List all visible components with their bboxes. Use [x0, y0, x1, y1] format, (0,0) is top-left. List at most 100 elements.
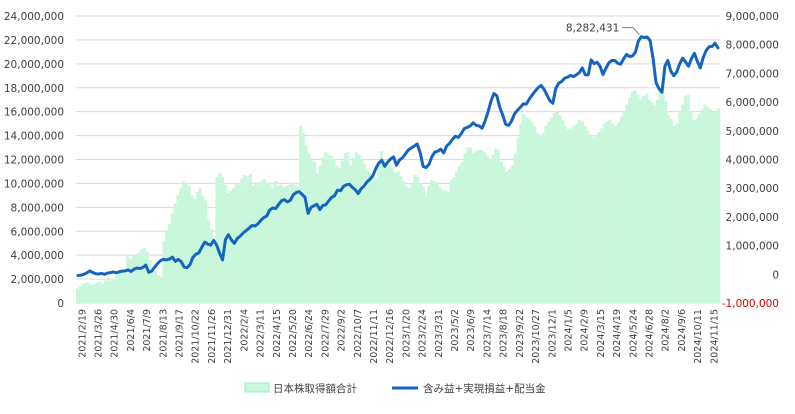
x-tick-label: 2024/5/24 [628, 309, 639, 358]
bar [505, 171, 509, 303]
x-tick-label: 2022/7/29 [320, 309, 331, 358]
bar [243, 175, 247, 303]
bar [220, 177, 225, 303]
left-tick-label: 20,000,000 [4, 59, 64, 71]
bar [134, 255, 138, 303]
bar [558, 115, 562, 303]
bar [257, 184, 261, 303]
bar [154, 270, 158, 303]
bar [209, 228, 213, 303]
bar [678, 112, 682, 303]
bar [480, 149, 484, 303]
bar [455, 171, 459, 303]
bar [630, 91, 634, 304]
bar [664, 100, 668, 303]
bar [137, 252, 141, 303]
x-tick-label: 2021/3/26 [94, 309, 105, 358]
left-tick-label: 2,000,000 [11, 274, 64, 286]
bar [176, 195, 180, 303]
bar [510, 165, 515, 303]
right-tick-label: 9,000,000 [726, 11, 779, 23]
bar [527, 118, 531, 303]
bar [187, 185, 191, 303]
left-tick-label: 22,000,000 [4, 35, 64, 47]
x-tick-label: 2023/8/18 [499, 309, 510, 358]
bar [382, 159, 386, 303]
bar [326, 154, 331, 303]
x-tick-label: 2024/3/15 [596, 309, 607, 358]
x-tick-label: 2023/6/9 [466, 309, 477, 352]
bar [190, 195, 194, 303]
bar [605, 121, 609, 303]
left-tick-label: 10,000,000 [4, 178, 64, 190]
left-tick-label: 12,000,000 [4, 155, 64, 167]
series-line [76, 35, 720, 277]
bar [502, 166, 506, 303]
bar [686, 94, 690, 303]
bar [622, 111, 626, 304]
bar [628, 97, 632, 303]
bar [184, 183, 188, 303]
bar [201, 195, 205, 303]
bar [128, 258, 133, 303]
x-tick-label: 2022/11/11 [369, 309, 380, 364]
right-tick-label: 3,000,000 [726, 183, 779, 195]
bar [658, 90, 662, 304]
bar [499, 161, 503, 303]
bar [586, 130, 590, 303]
bar [438, 187, 442, 303]
bar [683, 96, 687, 303]
bar [661, 92, 665, 304]
bar [471, 153, 476, 303]
bar [81, 283, 85, 303]
bar [488, 159, 492, 303]
bar [616, 122, 620, 303]
x-tick-label: 2023/12/1 [547, 309, 558, 358]
bar [399, 176, 403, 303]
x-tick-label: 2023/10/27 [531, 309, 542, 364]
bar [126, 256, 130, 303]
bar [131, 256, 135, 303]
bar [215, 177, 219, 303]
bar [290, 182, 294, 303]
bar [101, 283, 105, 303]
bar-series-area [76, 90, 721, 304]
bar [418, 183, 423, 303]
bar [689, 111, 693, 304]
bar [602, 123, 607, 303]
bar [432, 181, 436, 303]
bar [413, 175, 417, 303]
x-tick-label: 2021/10/22 [191, 309, 202, 364]
bar [583, 126, 587, 304]
bar [530, 122, 534, 303]
bar [714, 110, 718, 304]
bar [181, 181, 186, 303]
bar [697, 114, 701, 303]
bar [103, 280, 108, 303]
bar [538, 135, 542, 303]
bar [655, 99, 660, 303]
bar [477, 149, 481, 303]
x-tick-label: 2023/1/20 [401, 309, 412, 358]
bar [349, 165, 353, 303]
bar [207, 219, 211, 303]
left-axis: 0 2,000,000 4,000,000 6,000,000 8,000,000 10,… [4, 11, 64, 310]
right-tick-label: 1,000,000 [726, 241, 779, 253]
legend-line-label: 含み益+実現損益+配当金 [423, 382, 546, 395]
bar [318, 165, 322, 303]
bar [254, 182, 258, 303]
bar [391, 167, 395, 303]
bar [555, 111, 559, 304]
bar [262, 178, 266, 303]
bar [363, 164, 367, 303]
bar [162, 240, 166, 303]
bar [301, 133, 305, 303]
bar [561, 120, 565, 303]
peak-data-label: 8,282,431 [566, 23, 619, 35]
bar [329, 155, 333, 303]
x-tick-label: 2022/5/20 [288, 309, 299, 358]
bar [229, 190, 233, 303]
bar [619, 116, 623, 303]
bar [549, 117, 554, 303]
